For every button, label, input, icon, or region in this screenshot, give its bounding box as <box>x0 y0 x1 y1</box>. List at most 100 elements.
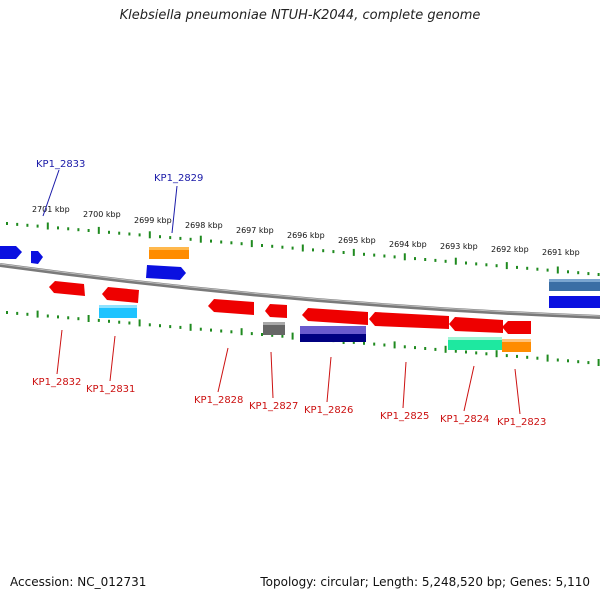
gene-arrow[interactable] <box>208 299 254 315</box>
major-tick <box>199 235 202 243</box>
gene-label-kp1-2827[interactable]: KP1_2827 <box>249 401 298 412</box>
minor-tick <box>373 253 376 257</box>
gene-box[interactable] <box>300 326 366 334</box>
page-title: Klebsiella pneumoniae NTUH-K2044, comple… <box>119 8 481 23</box>
minor-tick <box>128 321 131 325</box>
major-tick <box>454 257 457 265</box>
minor-tick <box>16 222 19 226</box>
major-tick <box>148 231 151 239</box>
gene-arrow[interactable] <box>449 317 503 333</box>
gene-box[interactable] <box>448 337 502 350</box>
gene-box[interactable] <box>549 296 600 308</box>
gene-box[interactable] <box>263 322 285 335</box>
gene-label-kp1-2826[interactable]: KP1_2826 <box>304 405 353 416</box>
minor-tick <box>36 224 39 228</box>
gene-label-kp1-2828[interactable]: KP1_2828 <box>194 395 243 406</box>
gene-arrow[interactable] <box>302 308 368 325</box>
minor-tick <box>424 258 427 261</box>
minor-tick <box>271 333 274 337</box>
minor-tick <box>250 332 253 336</box>
minor-tick <box>526 355 529 359</box>
minor-tick <box>26 223 29 227</box>
gene-label-kp1-2824[interactable]: KP1_2824 <box>440 414 489 425</box>
minor-tick <box>179 236 182 240</box>
major-tick <box>495 350 498 358</box>
gene-box[interactable] <box>300 334 366 342</box>
minor-tick <box>6 311 8 314</box>
minor-tick <box>485 263 488 267</box>
minor-tick <box>118 231 121 235</box>
major-tick <box>87 315 90 322</box>
major-tick <box>597 359 600 366</box>
major-tick <box>36 310 39 318</box>
major-tick <box>352 248 355 256</box>
gene-arrow[interactable] <box>0 246 22 259</box>
gene-arrow[interactable] <box>31 251 43 264</box>
gene-label-kp1-2832[interactable]: KP1_2832 <box>32 377 81 388</box>
kbp-label: 2695 kbp <box>338 236 376 245</box>
minor-tick <box>393 255 396 259</box>
minor-tick <box>67 227 70 231</box>
minor-tick <box>516 265 518 269</box>
kbp-label: 2700 kbp <box>83 210 121 219</box>
minor-tick <box>556 358 559 362</box>
minor-tick <box>465 350 467 354</box>
gene-label-kp1-2825[interactable]: KP1_2825 <box>380 411 429 422</box>
major-tick <box>250 240 253 248</box>
minor-tick <box>87 229 90 232</box>
gene-arrow[interactable] <box>502 321 531 334</box>
gene-arrow[interactable] <box>146 265 186 280</box>
gene-arrow[interactable] <box>102 287 139 303</box>
minor-tick <box>577 271 580 275</box>
gene-arrow[interactable] <box>49 281 85 296</box>
minor-tick <box>128 232 131 236</box>
kbp-label: 2693 kbp <box>440 242 478 251</box>
kbp-label: 2692 kbp <box>491 245 529 254</box>
minor-tick <box>240 242 243 246</box>
minor-tick <box>199 327 202 331</box>
minor-tick <box>46 314 49 318</box>
minor-tick <box>210 328 212 332</box>
minor-tick <box>383 343 386 347</box>
gene-label-kp1-2829[interactable]: KP1_2829 <box>154 173 203 184</box>
minor-tick <box>230 241 233 245</box>
tick-row-top <box>6 222 600 276</box>
minor-tick <box>567 359 569 363</box>
minor-tick <box>332 250 335 254</box>
gene-arrow[interactable] <box>369 312 449 329</box>
major-tick <box>556 266 559 274</box>
gene-label-kp1-2833[interactable]: KP1_2833 <box>36 159 85 170</box>
minor-tick <box>505 354 508 358</box>
minor-tick <box>567 270 569 274</box>
minor-tick <box>546 268 549 272</box>
bottom-strand-genes <box>49 281 531 352</box>
minor-tick <box>434 258 437 262</box>
gene-label-kp1-2831[interactable]: KP1_2831 <box>86 384 135 395</box>
minor-tick <box>16 311 19 315</box>
minor-tick <box>26 312 29 316</box>
minor-tick <box>220 240 223 244</box>
minor-tick <box>454 349 457 353</box>
major-tick <box>444 345 447 353</box>
minor-tick <box>281 245 284 249</box>
minor-tick <box>444 259 447 263</box>
gene-label-kp1-2823[interactable]: KP1_2823 <box>497 417 546 428</box>
major-tick <box>291 332 294 340</box>
minor-tick <box>179 325 182 329</box>
major-tick <box>301 244 304 252</box>
gene-arrow[interactable] <box>265 304 287 318</box>
accession-text: Accession: NC_012731 <box>10 575 147 589</box>
minor-tick <box>138 233 141 237</box>
gene-box[interactable] <box>99 305 137 318</box>
kbp-label: 2701 kbp <box>32 205 70 214</box>
minor-tick <box>516 354 518 358</box>
minor-tick <box>261 244 263 247</box>
minor-tick <box>169 325 172 329</box>
major-tick <box>138 319 141 327</box>
minor-tick <box>220 329 223 333</box>
major-tick <box>393 341 396 349</box>
gene-box[interactable] <box>502 339 531 352</box>
major-tick <box>46 222 49 230</box>
minor-tick <box>383 254 386 258</box>
